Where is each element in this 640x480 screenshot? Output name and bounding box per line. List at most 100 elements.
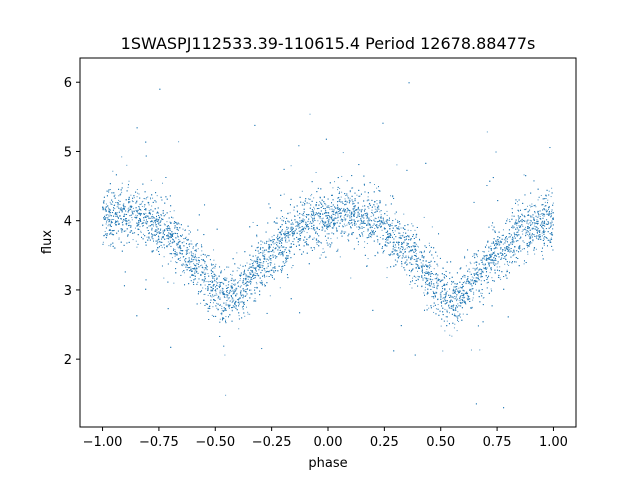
data-point: [473, 291, 475, 293]
data-point: [273, 243, 275, 245]
data-point: [303, 215, 305, 217]
data-point: [349, 199, 351, 201]
data-point: [317, 220, 319, 222]
data-point: [108, 210, 110, 212]
data-point: [525, 233, 527, 235]
data-point: [490, 288, 492, 290]
data-point: [455, 308, 457, 310]
data-point: [399, 232, 401, 234]
data-point: [103, 202, 105, 204]
data-point: [412, 263, 414, 265]
data-point: [476, 256, 478, 258]
data-point: [147, 196, 149, 198]
data-point: [288, 240, 290, 242]
data-point: [359, 195, 361, 197]
data-point: [173, 253, 175, 255]
data-point: [531, 234, 533, 236]
data-point: [528, 226, 530, 228]
data-point: [346, 216, 348, 218]
data-point: [231, 283, 233, 285]
data-point: [108, 214, 110, 216]
data-point: [262, 241, 264, 243]
data-point: [346, 224, 348, 226]
data-point: [115, 202, 117, 204]
data-point: [317, 215, 319, 217]
data-point: [303, 226, 305, 228]
data-point: [194, 258, 196, 260]
data-point: [382, 238, 384, 240]
data-point: [405, 255, 407, 257]
data-point: [481, 271, 483, 273]
data-point: [543, 209, 545, 211]
data-point: [234, 285, 236, 286]
data-point: [157, 222, 159, 224]
data-point: [208, 281, 210, 283]
data-points: [102, 82, 554, 409]
data-point: [381, 229, 383, 231]
data-point: [367, 230, 369, 232]
data-point: [319, 196, 321, 198]
data-point: [523, 174, 525, 176]
data-point: [146, 196, 148, 198]
data-point: [340, 212, 342, 214]
data-point: [231, 309, 233, 311]
data-point: [361, 232, 363, 234]
data-point: [221, 305, 223, 307]
data-point: [302, 231, 304, 233]
data-point: [328, 207, 330, 209]
data-point: [247, 313, 249, 315]
chart-title: 1SWASPJ112533.39-110615.4 Period 12678.8…: [121, 34, 536, 53]
data-point: [341, 175, 343, 177]
data-point: [534, 204, 536, 206]
data-point: [528, 210, 530, 212]
data-point: [362, 221, 364, 223]
data-point: [298, 230, 300, 232]
data-point: [462, 313, 464, 315]
data-point: [120, 193, 122, 195]
data-point: [435, 308, 437, 310]
data-point: [287, 236, 289, 238]
data-point: [283, 262, 285, 264]
data-point: [349, 197, 351, 199]
data-point: [527, 214, 529, 216]
data-point: [436, 286, 438, 288]
data-point: [337, 220, 339, 222]
data-point: [334, 214, 336, 216]
data-point: [341, 218, 343, 220]
data-point: [402, 232, 404, 234]
data-point: [262, 252, 264, 254]
data-point: [491, 243, 493, 245]
data-point: [353, 206, 355, 207]
data-point: [472, 255, 474, 257]
data-point: [519, 247, 521, 249]
data-point: [531, 223, 533, 225]
data-point: [268, 238, 270, 240]
data-point: [449, 272, 451, 274]
data-point: [406, 242, 408, 244]
data-point: [347, 195, 349, 197]
data-point: [551, 220, 553, 222]
data-point: [366, 200, 368, 202]
data-point: [247, 311, 249, 313]
data-point: [348, 199, 350, 201]
data-point: [366, 220, 368, 222]
data-point: [201, 264, 203, 266]
data-point: [446, 290, 448, 292]
data-point: [363, 246, 365, 248]
data-point: [313, 237, 315, 239]
data-point: [413, 251, 415, 253]
data-point: [525, 232, 527, 234]
data-point: [547, 208, 549, 210]
data-point: [221, 287, 223, 289]
data-point: [386, 242, 388, 244]
data-point: [377, 251, 379, 253]
data-point: [535, 206, 537, 208]
data-point: [311, 217, 313, 219]
data-point: [403, 249, 405, 251]
data-point: [186, 261, 188, 263]
data-point: [533, 217, 535, 219]
data-point: [407, 255, 409, 257]
data-point: [343, 223, 345, 225]
data-point: [353, 209, 355, 211]
data-point: [506, 218, 508, 220]
